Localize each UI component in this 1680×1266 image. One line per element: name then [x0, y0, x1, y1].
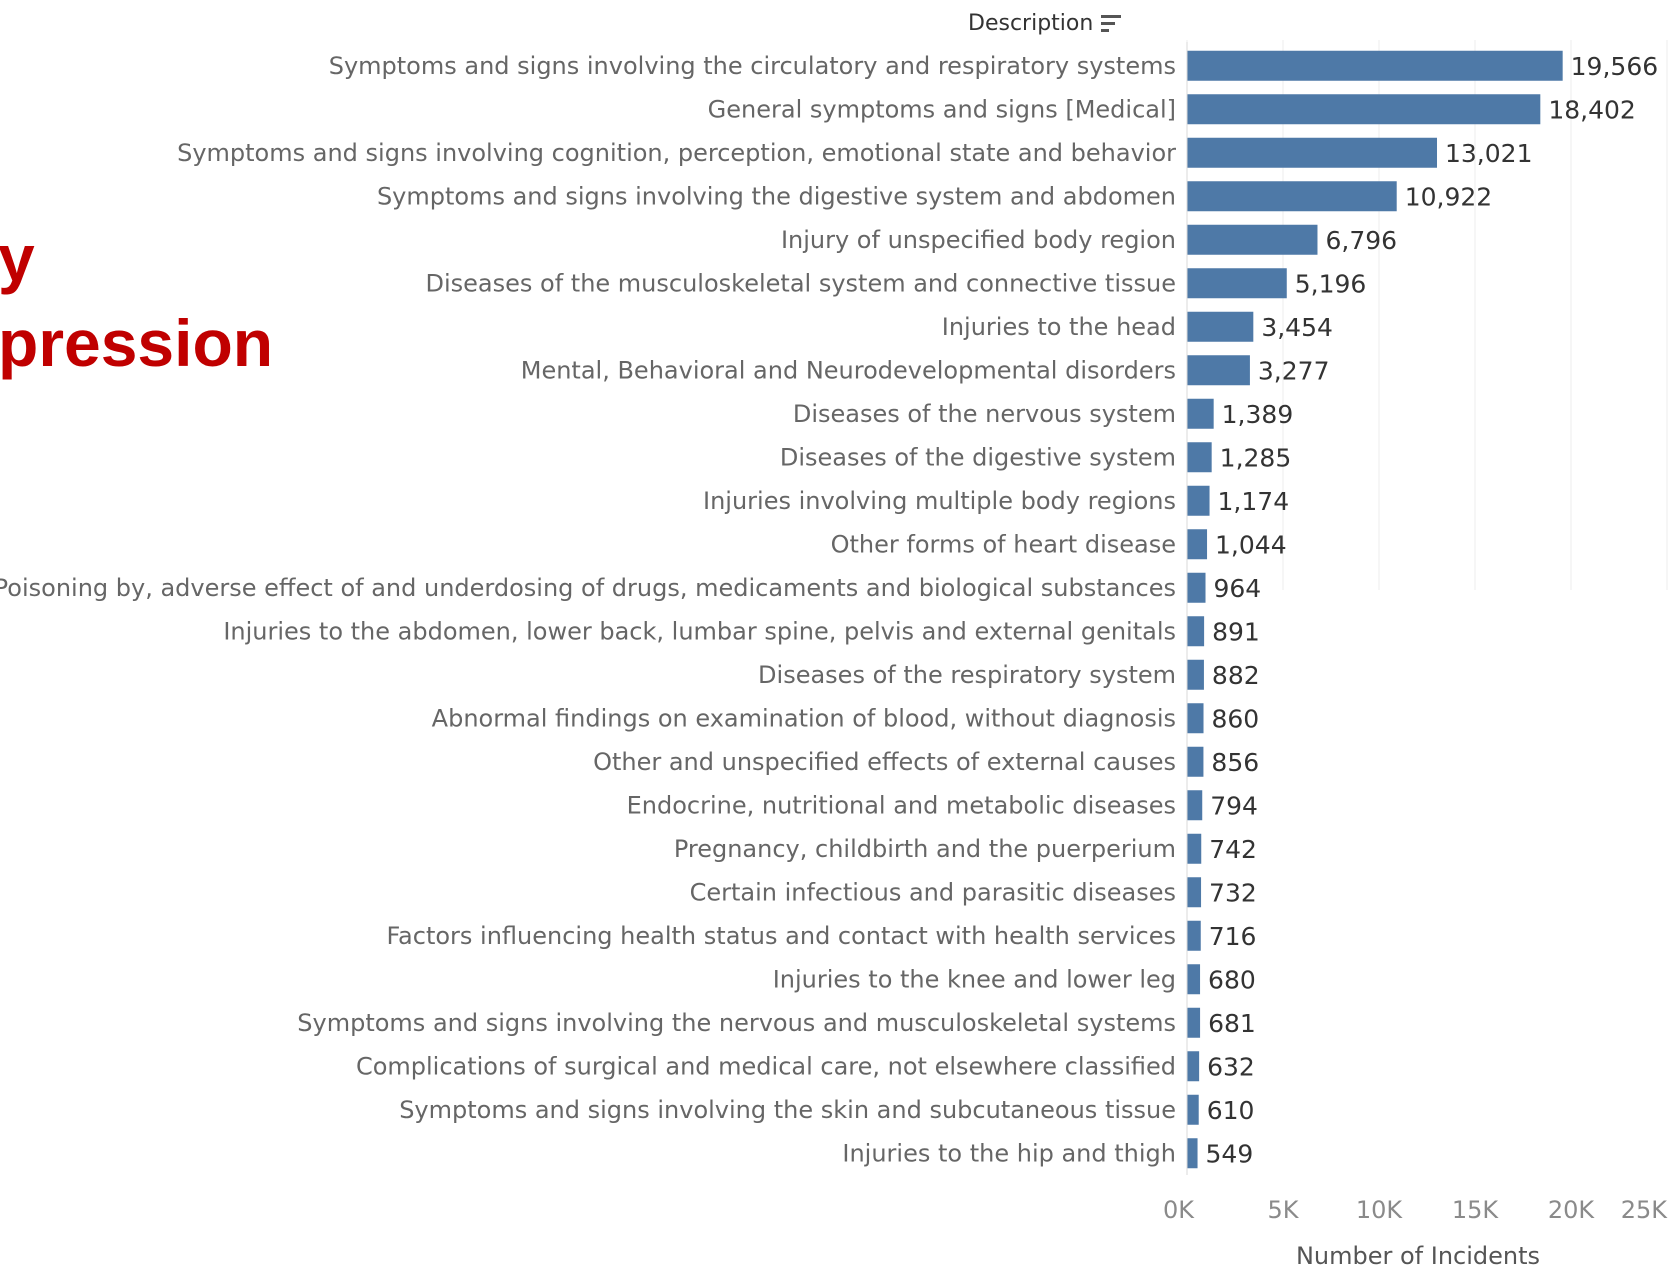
value-label: 19,566	[1571, 52, 1658, 81]
value-label: 882	[1212, 661, 1260, 690]
description-header[interactable]: Description	[968, 6, 1122, 40]
category-label: Symptoms and signs involving cognition, …	[177, 139, 1176, 167]
bar[interactable]	[1187, 442, 1212, 473]
x-tick-label: 25K	[1621, 1196, 1669, 1224]
category-label: Diseases of the digestive system	[780, 443, 1176, 471]
value-label: 632	[1207, 1052, 1255, 1081]
category-label: Injuries to the knee and lower leg	[773, 965, 1176, 993]
x-tick-label: 0K	[1163, 1196, 1195, 1224]
category-label: Pregnancy, childbirth and the puerperium	[674, 835, 1176, 863]
category-label: Injuries to the abdomen, lower back, lum…	[223, 617, 1176, 645]
value-label: 5,196	[1295, 269, 1367, 298]
category-label: Symptoms and signs involving the skin an…	[399, 1096, 1176, 1124]
bar[interactable]	[1187, 920, 1201, 951]
slide-title-line-1: y	[0, 221, 35, 295]
category-label: Diseases of the respiratory system	[758, 661, 1176, 689]
category-label: Diseases of the musculoskeletal system a…	[426, 269, 1177, 297]
category-label: Symptoms and signs involving the digesti…	[377, 182, 1176, 210]
bars-layer	[1187, 50, 1563, 1169]
bar[interactable]	[1187, 224, 1318, 255]
bar[interactable]	[1187, 833, 1202, 864]
bar[interactable]	[1187, 616, 1205, 647]
bar[interactable]	[1187, 94, 1541, 125]
category-label: Abnormal findings on examination of bloo…	[432, 704, 1176, 732]
value-label: 742	[1209, 835, 1257, 864]
bar[interactable]	[1187, 1138, 1198, 1169]
value-label: 681	[1208, 1009, 1256, 1038]
value-labels-layer: 19,566 18,402 13,021 10,922 6,796 5,196 3,454 3…	[1206, 52, 1659, 1169]
sort-descending-icon[interactable]	[1101, 13, 1122, 33]
value-label: 794	[1210, 791, 1258, 820]
value-label: 3,454	[1261, 313, 1333, 342]
category-label: Injuries to the hip and thigh	[842, 1139, 1176, 1167]
x-tick-label: 5K	[1267, 1196, 1299, 1224]
category-label: Diseases of the nervous system	[793, 400, 1176, 428]
category-label: Endocrine, nutritional and metabolic dis…	[627, 791, 1176, 819]
category-label: Poisoning by, adverse effect of and unde…	[0, 574, 1176, 602]
value-label: 1,285	[1220, 443, 1292, 472]
bar[interactable]	[1187, 746, 1204, 777]
value-label: 680	[1208, 965, 1256, 994]
bar[interactable]	[1187, 572, 1206, 603]
bar[interactable]	[1187, 877, 1202, 908]
category-labels-layer: Symptoms and signs involving the circula…	[0, 52, 1176, 1168]
x-tick-label: 20K	[1548, 1196, 1596, 1224]
bar[interactable]	[1187, 50, 1563, 81]
category-label: General symptoms and signs [Medical]	[708, 95, 1176, 123]
bar[interactable]	[1187, 790, 1203, 821]
bar[interactable]	[1187, 311, 1254, 342]
category-label: Injuries involving multiple body regions	[703, 487, 1176, 515]
value-label: 610	[1207, 1096, 1255, 1125]
category-label: Certain infectious and parasitic disease…	[690, 878, 1176, 906]
value-label: 860	[1212, 704, 1260, 733]
category-label: Mental, Behavioral and Neurodevelopmenta…	[521, 356, 1176, 384]
bar[interactable]	[1187, 1051, 1200, 1082]
bar[interactable]	[1187, 703, 1204, 734]
category-label: Symptoms and signs involving the nervous…	[297, 1009, 1176, 1037]
category-label: Injury of unspecified body region	[781, 226, 1176, 254]
bar[interactable]	[1187, 485, 1210, 516]
category-label: Factors influencing health status and co…	[386, 922, 1176, 950]
value-label: 964	[1214, 574, 1262, 603]
x-axis-title: Number of Incidents	[1296, 1242, 1540, 1266]
slide-title-line-2: pression	[0, 306, 274, 380]
value-label: 891	[1212, 617, 1260, 646]
value-label: 856	[1211, 748, 1259, 777]
value-label: 13,021	[1445, 139, 1532, 168]
value-label: 1,044	[1215, 530, 1287, 559]
bar[interactable]	[1187, 181, 1397, 212]
bar[interactable]	[1187, 964, 1201, 995]
bar[interactable]	[1187, 268, 1287, 299]
bar[interactable]	[1187, 659, 1204, 690]
value-label: 3,277	[1258, 356, 1330, 385]
value-label: 1,174	[1218, 487, 1290, 516]
value-label: 10,922	[1405, 182, 1492, 211]
category-label: Complications of surgical and medical ca…	[356, 1052, 1176, 1080]
category-label: Other forms of heart disease	[831, 530, 1176, 558]
category-label: Other and unspecified effects of externa…	[593, 748, 1176, 776]
value-label: 549	[1206, 1139, 1254, 1168]
x-axis: 0K 5K 10K 15K 20K 25K Number of Incidents	[1163, 42, 1668, 1266]
bar[interactable]	[1187, 355, 1250, 386]
category-label: Injuries to the head	[942, 313, 1176, 341]
value-label: 18,402	[1548, 95, 1635, 124]
x-tick-label: 10K	[1356, 1196, 1404, 1224]
category-label: Symptoms and signs involving the circula…	[329, 52, 1176, 80]
bar[interactable]	[1187, 398, 1214, 429]
bar[interactable]	[1187, 529, 1208, 560]
value-label: 6,796	[1325, 226, 1397, 255]
bar[interactable]	[1187, 1007, 1201, 1038]
description-header-label: Description	[968, 10, 1094, 36]
value-label: 1,389	[1222, 400, 1294, 429]
value-label: 716	[1209, 922, 1257, 951]
value-label: 732	[1209, 878, 1257, 907]
x-tick-label: 15K	[1452, 1196, 1500, 1224]
bar[interactable]	[1187, 137, 1438, 168]
bar[interactable]	[1187, 1094, 1199, 1125]
